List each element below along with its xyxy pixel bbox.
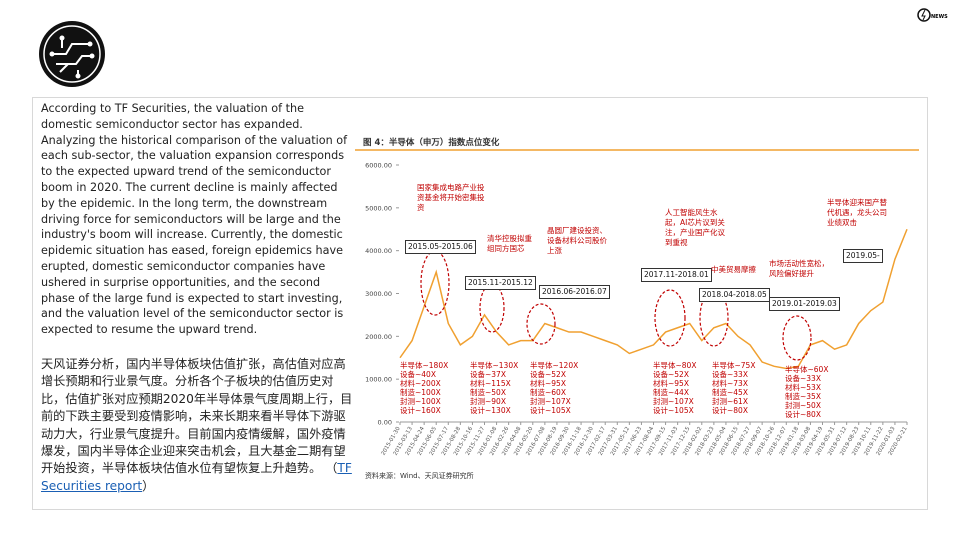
- annotation: 2019.05-: [843, 249, 883, 263]
- annotation: 2019.01-2019.03: [769, 297, 840, 311]
- logo: [39, 21, 105, 87]
- english-text: According to TF Securities, the valuatio…: [41, 102, 348, 337]
- chart-title: 图 4：半导体（申万）指数点位变化: [363, 137, 500, 148]
- highlight-ellipse: [420, 250, 450, 316]
- valuation-note: 半导体~120X: [530, 361, 579, 370]
- annotation: 2016.06-2016.07: [539, 285, 610, 299]
- valuation-note: 制造~100X: [400, 388, 441, 397]
- y-tick-label: 3000.00: [365, 290, 392, 298]
- y-tick-label: 1000.00: [365, 376, 392, 384]
- annotation: 2018.04-2018.05: [699, 288, 770, 302]
- valuation-note: 制造~50X: [470, 388, 506, 397]
- valuation-note: 制造~35X: [785, 392, 821, 401]
- valuation-note: 设计~80X: [712, 406, 748, 415]
- annotation: 国家集成电路产业投资基金将开始密集投资: [417, 183, 485, 212]
- valuation-note: 设备~33X: [785, 374, 821, 383]
- annotation: 2015.05-2015.06: [405, 240, 476, 254]
- chinese-body: 天风证券分析，国内半导体板块估值扩张，高估值对应高增长预期和行业景气度。分析各个…: [41, 357, 353, 476]
- y-tick-label: 0.00: [378, 419, 392, 427]
- valuation-note: 半导体~75X: [712, 361, 756, 370]
- valuation-note: 材料~95X: [653, 379, 689, 388]
- y-tick-label: 5000.00: [365, 204, 392, 212]
- valuation-note: 设备~52X: [653, 370, 689, 379]
- highlight-ellipse: [526, 303, 556, 345]
- valuation-note: 材料~200X: [400, 379, 441, 388]
- chinese-text: 天风证券分析，国内半导体板块估值扩张，高估值对应高增长预期和行业景气度。分析各个…: [41, 356, 353, 495]
- valuation-note: 封测~107X: [530, 397, 571, 406]
- report-link[interactable]: TF Securities report: [41, 461, 352, 493]
- valuation-note: 设计~130X: [470, 406, 511, 415]
- annotation: 中美贸易摩擦: [711, 265, 756, 274]
- valuation-note: 材料~115X: [470, 379, 511, 388]
- paren: ）: [142, 478, 155, 493]
- annotation: 清华控股拟重组同方国芯: [487, 234, 532, 253]
- y-tick-label: 6000.00: [365, 162, 392, 170]
- valuation-note: 制造~45X: [712, 388, 748, 397]
- valuation-note: 设计~105X: [653, 406, 694, 415]
- y-tick-label: 2000.00: [365, 333, 392, 341]
- valuation-note: 设备~52X: [530, 370, 566, 379]
- valuation-note: 封测~100X: [400, 397, 441, 406]
- annotation: 市场活动性宽松，风险偏好提升: [769, 259, 829, 278]
- valuation-note: 封测~61X: [712, 397, 748, 406]
- valuation-note: 设备~40X: [400, 370, 436, 379]
- valuation-note: 半导体~180X: [400, 361, 449, 370]
- valuation-note: 封测~90X: [470, 397, 506, 406]
- valuation-note: 制造~60X: [530, 388, 566, 397]
- valuation-note: 材料~73X: [712, 379, 748, 388]
- valuation-note: 材料~53X: [785, 383, 821, 392]
- highlight-ellipse: [782, 315, 812, 361]
- valuation-note: 半导体~130X: [470, 361, 519, 370]
- valuation-note: 设计~80X: [785, 410, 821, 419]
- chart: 图 4：半导体（申万）指数点位变化 资料来源：Wind、天风证券研究所 0.00…: [355, 128, 919, 490]
- valuation-note: 封测~50X: [785, 401, 821, 410]
- valuation-note: 设计~160X: [400, 406, 441, 415]
- index-line: [399, 228, 908, 370]
- valuation-note: 设备~37X: [470, 370, 506, 379]
- highlight-ellipse: [654, 289, 686, 347]
- paren: （: [325, 461, 338, 476]
- valuation-note: 封测~107X: [653, 397, 694, 406]
- valuation-note: 材料~95X: [530, 379, 566, 388]
- annotation: 人工智能风生水起，AI芯片议到关注，产业国产化议到重视: [665, 208, 725, 247]
- annotation: 2015.11-2015.12: [465, 276, 536, 290]
- badge: NEWS: [917, 8, 948, 22]
- annotation: 2017.11-2018.01: [641, 268, 712, 282]
- valuation-note: 半导体~60X: [785, 365, 829, 374]
- valuation-note: 设备~33X: [712, 370, 748, 379]
- valuation-note: 制造~44X: [653, 388, 689, 397]
- annotation: 晶圆厂建设投资、设备材料公司股价上涨: [547, 226, 607, 255]
- y-tick-label: 4000.00: [365, 247, 392, 255]
- annotation: 半导体迎来国产替代机遇，龙头公司业绩双击: [827, 198, 887, 227]
- valuation-note: 半导体~80X: [653, 361, 697, 370]
- badge-text: NEWS: [931, 14, 948, 20]
- valuation-note: 设计~105X: [530, 406, 571, 415]
- chart-source: 资料来源：Wind、天风证券研究所: [365, 471, 474, 480]
- content-frame: [32, 97, 928, 510]
